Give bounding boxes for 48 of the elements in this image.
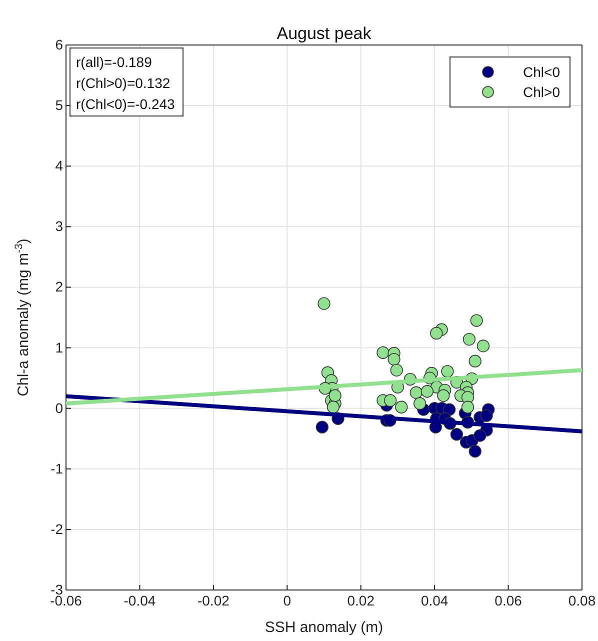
legend-label: Chl<0 [523,64,560,80]
y-tick-label: 1 [55,339,64,356]
point [328,389,342,402]
chart-title: August peak [276,24,372,43]
point [468,445,482,458]
point [450,428,464,441]
point [326,400,340,414]
point [437,389,450,402]
point [474,429,486,442]
y-tick-label: -1 [50,460,64,476]
legend-label: Chl>0 [523,84,560,100]
point [390,364,403,376]
x-tick-label: 0.02 [347,592,375,609]
x-tick-label: -0.04 [124,592,156,609]
y-tick-label: -2 [50,520,64,537]
annotation: r(Chl<0)=-0.243 [76,96,176,112]
annotation: r(Chl>0)=0.132 [76,75,170,91]
x-tick-label: 0.06 [494,592,522,609]
point [476,340,490,352]
x-tick-label: -0.02 [197,592,230,609]
x-tick-label: 0 [283,592,292,609]
y-tick-label: 4 [55,158,64,174]
point [318,297,330,310]
point [376,346,390,359]
point [462,332,476,346]
annotation: r(all)=-0.189 [76,54,152,70]
point [395,400,408,414]
x-tick-label: 0.08 [568,592,596,609]
point [410,386,422,399]
point [414,397,426,410]
point [316,420,328,434]
point [442,403,456,416]
y-tick-label: 6 [55,36,64,52]
point [430,326,443,340]
y-tick-label: 0 [55,400,64,416]
x-tick-label: 0.04 [420,592,448,609]
point [461,400,474,414]
point [470,314,483,327]
x-axis-title: SSH anomaly (m) [264,619,384,636]
point [468,354,482,368]
y-tick-label: 5 [55,97,64,114]
y-tick-label: 3 [55,218,64,234]
point [480,409,493,422]
point [420,385,434,398]
y-tick-label: 2 [55,278,64,295]
point [441,365,454,378]
point [384,394,397,407]
point [388,352,400,366]
